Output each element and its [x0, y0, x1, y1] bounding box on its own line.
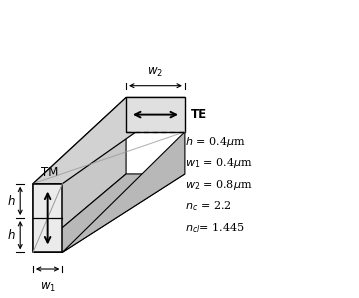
Text: $w_1$ = 0.4$\mu$m: $w_1$ = 0.4$\mu$m: [185, 156, 253, 170]
Text: $n_{cl}$= 1.445: $n_{cl}$= 1.445: [185, 221, 244, 235]
Polygon shape: [33, 97, 126, 252]
Text: $h$ = 0.4$\mu$m: $h$ = 0.4$\mu$m: [185, 135, 246, 149]
Text: $h$: $h$: [7, 194, 16, 208]
Polygon shape: [62, 132, 185, 252]
Polygon shape: [126, 97, 185, 132]
Polygon shape: [33, 174, 185, 252]
Text: $h$: $h$: [7, 228, 16, 242]
Text: TE: TE: [191, 108, 207, 121]
Text: $w_2$: $w_2$: [148, 66, 163, 79]
Text: $w_2$ = 0.8$\mu$m: $w_2$ = 0.8$\mu$m: [185, 178, 252, 192]
Text: TM: TM: [41, 166, 58, 179]
Polygon shape: [33, 97, 185, 184]
Text: $w_1$: $w_1$: [39, 281, 56, 294]
Polygon shape: [33, 184, 62, 252]
Text: $n_c$ = 2.2: $n_c$ = 2.2: [185, 199, 231, 213]
